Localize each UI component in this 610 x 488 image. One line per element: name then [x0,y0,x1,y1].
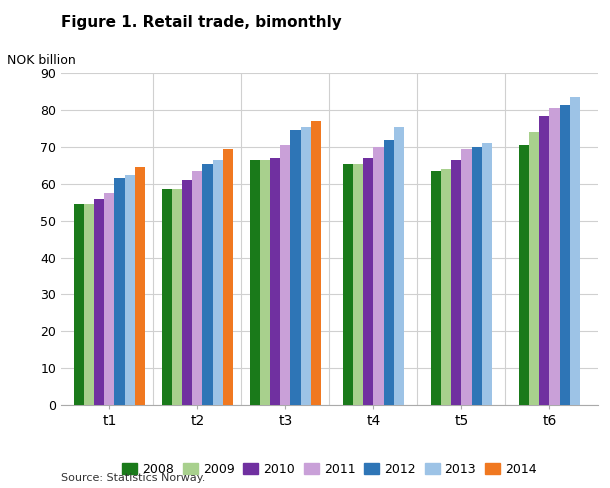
Bar [172,189,182,405]
Bar [519,145,529,405]
Bar [104,193,115,405]
Bar [559,104,570,405]
Bar [203,163,212,405]
Bar [393,127,404,405]
Bar [384,140,393,405]
Bar [353,163,364,405]
Bar [539,116,550,405]
Bar [482,143,492,405]
Bar [74,204,84,405]
Bar [431,171,441,405]
Bar [135,167,145,405]
Bar [260,160,270,405]
Bar [192,171,203,405]
Bar [84,204,94,405]
Bar [290,130,301,405]
Bar [364,158,373,405]
Bar [281,145,290,405]
Text: Source: Statistics Norway.: Source: Statistics Norway. [61,473,206,483]
Bar [162,189,172,405]
Bar [223,149,233,405]
Bar [301,127,310,405]
Legend: 2008, 2009, 2010, 2011, 2012, 2013, 2014: 2008, 2009, 2010, 2011, 2012, 2013, 2014 [117,458,542,481]
Bar [124,175,135,405]
Bar [461,149,472,405]
Bar [529,132,539,405]
Text: Figure 1. Retail trade, bimonthly: Figure 1. Retail trade, bimonthly [61,15,342,30]
Bar [250,160,260,405]
Bar [441,169,451,405]
Bar [94,199,104,405]
Bar [212,160,223,405]
Bar [373,147,384,405]
Bar [182,180,192,405]
Bar [570,97,580,405]
Bar [115,178,124,405]
Bar [343,163,353,405]
Bar [472,147,482,405]
Text: NOK billion: NOK billion [7,54,76,66]
Bar [310,121,321,405]
Bar [550,108,559,405]
Bar [270,158,281,405]
Bar [451,160,461,405]
